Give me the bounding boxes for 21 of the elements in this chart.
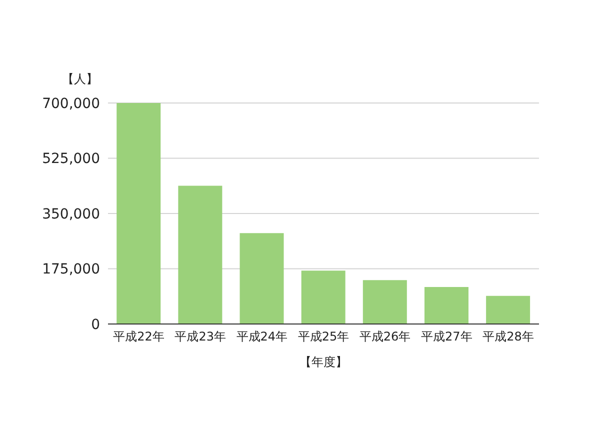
- x-tick-label: 平成28年: [482, 330, 534, 344]
- bar: [362, 280, 407, 324]
- y-tick-label: 0: [91, 316, 100, 333]
- y-tick-label: 350,000: [42, 206, 100, 222]
- bar: [424, 287, 468, 324]
- bar: [116, 103, 161, 324]
- x-tick-label: 平成22年: [113, 330, 164, 344]
- bar: [240, 233, 284, 324]
- y-axis-title: 【人】: [62, 72, 98, 86]
- y-tick-label: 700,000: [42, 96, 100, 112]
- x-tick-label: 平成25年: [298, 330, 350, 344]
- x-tick-label: 平成24年: [236, 330, 288, 344]
- x-tick-label: 平成26年: [359, 330, 411, 344]
- x-tick-label: 平成23年: [174, 330, 226, 344]
- y-tick-label: 525,000: [42, 151, 100, 168]
- bar: [486, 296, 530, 324]
- bar: [178, 186, 222, 324]
- y-tick-label: 175,000: [42, 262, 100, 278]
- bar: [301, 270, 346, 324]
- x-axis-title: 【年度】: [300, 355, 348, 369]
- x-tick-label: 平成27年: [421, 330, 472, 344]
